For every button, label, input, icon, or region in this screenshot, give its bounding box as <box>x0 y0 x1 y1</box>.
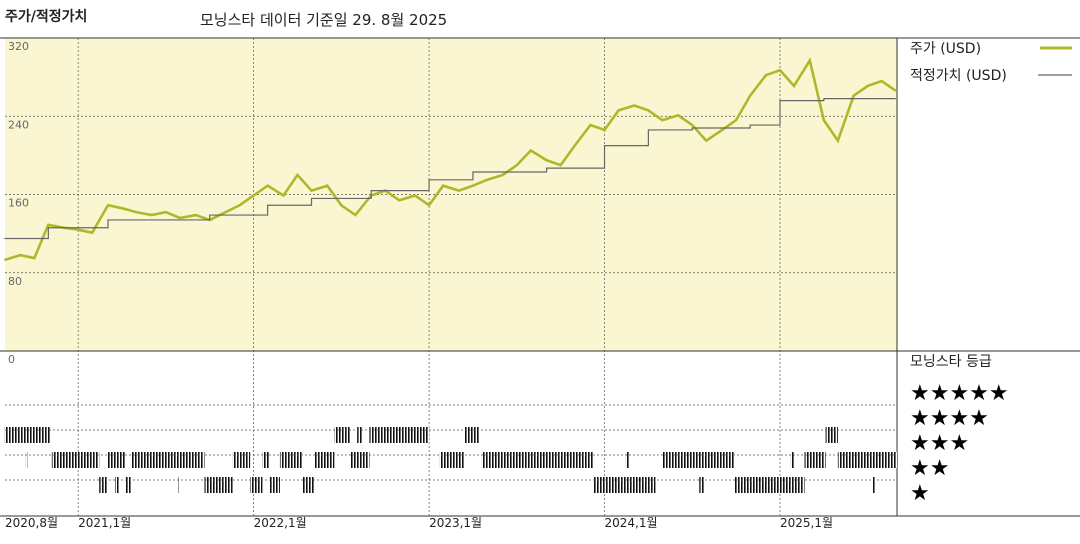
rating-period <box>204 477 233 493</box>
rating-period <box>279 452 303 468</box>
rating-period <box>662 452 735 468</box>
rating-period <box>232 452 251 468</box>
rating-label: ★ <box>910 481 930 506</box>
series-line <box>4 98 896 240</box>
rating-period <box>178 477 180 493</box>
rating-period <box>51 452 100 468</box>
x-tick-label: 2024,1월 <box>605 516 658 530</box>
rating-period <box>250 477 263 493</box>
legend-label: 주가 (USD) <box>910 41 981 57</box>
y-tick-label: 320 <box>8 40 29 53</box>
rating-period <box>481 452 594 468</box>
rating-period <box>130 452 205 468</box>
rating-period <box>369 427 430 443</box>
chart-title: 주가/적정가치 <box>5 8 87 25</box>
rating-period <box>334 427 351 443</box>
rating-period <box>115 477 119 493</box>
x-tick-label: 2021,1월 <box>78 516 131 530</box>
rating-period <box>804 452 826 468</box>
rating-period <box>269 477 280 493</box>
rating-label: ★★★★ <box>910 406 989 431</box>
rating-period <box>350 452 370 468</box>
rating-label: ★★★★★ <box>910 381 1009 406</box>
x-tick-label: 2022,1월 <box>254 516 307 530</box>
rating-period <box>837 452 898 468</box>
x-tick-label: 2023,1월 <box>429 516 482 530</box>
rating-period <box>315 452 335 468</box>
rating-title: 모닝스타 등급 <box>910 354 992 370</box>
y-tick-label: 0 <box>8 353 15 366</box>
rating-period <box>872 477 875 493</box>
rating-period <box>302 477 316 493</box>
rating-period <box>625 452 630 468</box>
rating-label: ★★ <box>910 456 949 481</box>
rating-period <box>262 452 270 468</box>
rating-period <box>99 477 108 493</box>
rating-period <box>464 427 480 443</box>
rating-period <box>734 477 805 493</box>
series-line <box>4 57 897 262</box>
rating-period <box>790 452 795 468</box>
rating-period <box>4 427 51 443</box>
rating-period <box>593 477 656 493</box>
rating-period <box>825 427 838 443</box>
rating-period <box>25 452 28 468</box>
rating-period <box>357 427 363 443</box>
y-tick-label: 240 <box>8 118 29 131</box>
rating-period <box>125 477 131 493</box>
rating-period <box>107 452 126 468</box>
y-tick-label: 80 <box>8 275 22 288</box>
x-tick-label: 2020,8월 <box>5 516 58 530</box>
chart-subtitle: 모닝스타 데이터 기준일 29. 8월 2025 <box>200 11 447 29</box>
rating-label: ★★★ <box>910 431 969 456</box>
x-tick-label: 2025,1월 <box>780 516 833 530</box>
frame <box>0 37 1080 517</box>
y-tick-label: 160 <box>8 197 29 210</box>
rating-period <box>439 452 465 468</box>
legend-label: 적정가치 (USD) <box>910 68 1007 84</box>
rating-period <box>699 477 705 493</box>
